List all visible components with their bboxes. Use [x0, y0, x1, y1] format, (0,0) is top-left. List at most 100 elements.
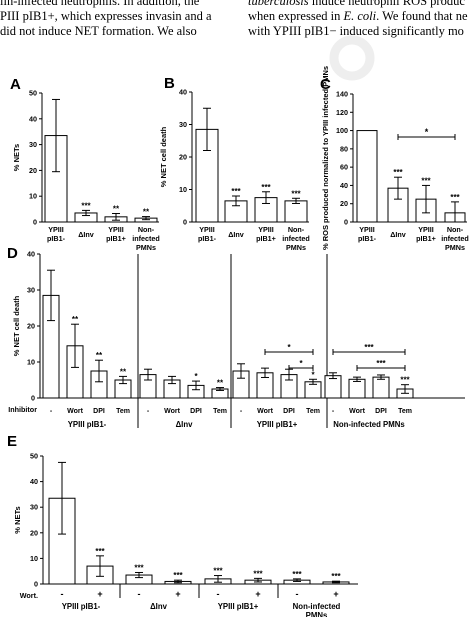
y-tick-label: 100	[336, 126, 348, 135]
y-tick-label: 40	[29, 114, 37, 123]
inhibitor-label: Wort	[257, 408, 273, 415]
category-label: infected	[282, 234, 310, 243]
category-label: Non-	[447, 225, 464, 234]
treatment-label: +	[333, 589, 338, 599]
category-label: pIB1-	[198, 234, 217, 243]
category-label: PMNs	[136, 243, 156, 252]
significance-label: ***	[261, 183, 271, 192]
significance-label: ***	[134, 563, 144, 572]
body-text-line: PIII pIB1+, which expresses invasin and …	[0, 9, 212, 23]
significance-label: **	[143, 208, 150, 217]
y-tick-label: 40	[27, 250, 35, 259]
y-axis-label: % NET cell death	[12, 295, 21, 356]
category-label: pIB1-	[47, 234, 66, 243]
inhibitor-label: Tem	[306, 408, 320, 415]
inhibitor-label: Wort	[164, 408, 180, 415]
category-label: infected	[132, 234, 160, 243]
y-tick-label: 30	[30, 503, 38, 512]
y-axis-label: % NETs	[12, 144, 21, 171]
inhibitor-label: -	[50, 408, 53, 415]
inhibitor-label: DPI	[375, 408, 387, 415]
category-label: pIB1-	[358, 234, 377, 243]
inhibitor-label: DPI	[93, 408, 105, 415]
y-tick-label: 20	[340, 199, 348, 208]
y-axis-label: % NET cell death	[159, 126, 168, 187]
y-tick-label: 50	[29, 89, 37, 98]
body-text-line: when expressed in E. coli. We found that…	[248, 9, 468, 24]
bracket-label: *	[287, 343, 291, 352]
category-label: pIB1+	[256, 234, 276, 243]
bar	[356, 130, 378, 223]
y-tick-label: 0	[344, 218, 348, 227]
body-text-line: lin-infected neutrophils. In addition, t…	[0, 0, 200, 8]
category-label: YPIII	[199, 225, 215, 234]
significance-label: ***	[291, 189, 301, 198]
panel-label: B	[164, 75, 175, 92]
y-tick-label: 140	[336, 90, 348, 99]
watermark	[329, 35, 375, 81]
y-tick-label: 20	[27, 322, 35, 331]
bar	[348, 378, 366, 399]
y-tick-label: 0	[31, 394, 35, 403]
y-tick-label: 120	[336, 108, 348, 117]
bar	[372, 376, 390, 399]
category-label: YPIII	[359, 225, 375, 234]
significance-label: ***	[421, 176, 431, 185]
y-tick-label: 10	[30, 554, 38, 563]
category-label: Non-	[288, 225, 305, 234]
body-text-run: induce neutrophil ROS produc	[308, 0, 465, 8]
category-label: pIB1+	[416, 234, 436, 243]
significance-label: *	[194, 372, 198, 381]
category-label: YPIII	[108, 225, 124, 234]
category-label: YPIII	[48, 225, 64, 234]
treatment-label: +	[175, 589, 180, 599]
treatment-label: -	[217, 589, 220, 599]
y-tick-label: 30	[179, 120, 187, 129]
significance-label: ***	[331, 572, 341, 581]
category-label: YPIII	[418, 225, 434, 234]
inhibitor-label: Tem	[398, 408, 412, 415]
category-label: Non-	[138, 225, 155, 234]
inhibitor-label: -	[332, 408, 335, 415]
inhibitor-label: -	[240, 408, 243, 415]
y-tick-label: 0	[33, 218, 37, 227]
y-tick-label: 40	[30, 477, 38, 486]
body-text-line: tuberculosis induce neutrophil ROS produ…	[248, 0, 468, 9]
category-label: PMNs	[286, 243, 306, 252]
bracket-label: ***	[376, 359, 386, 368]
body-text-run: . We found that ne	[376, 9, 468, 23]
category-label: ΔInv	[390, 230, 406, 239]
significance-label: ***	[95, 547, 105, 556]
group-label: Non-infected PMNs	[333, 420, 405, 429]
significance-label: ***	[231, 187, 241, 196]
inhibitor-label: Wort	[349, 408, 365, 415]
body-text-right: tuberculosis induce neutrophil ROS produ…	[248, 0, 468, 39]
y-tick-label: 20	[30, 528, 38, 537]
category-label: ΔInv	[78, 230, 94, 239]
y-tick-label: 80	[340, 144, 348, 153]
significance-label: ***	[292, 570, 302, 579]
y-tick-label: 20	[179, 153, 187, 162]
y-tick-label: 10	[27, 358, 35, 367]
group-label: ΔInv	[176, 420, 194, 429]
significance-label: ***	[400, 376, 410, 385]
significance-label: ***	[81, 201, 91, 210]
treatment-label: +	[97, 589, 102, 599]
significance-label: **	[96, 351, 103, 360]
category-label: pIB1+	[106, 234, 126, 243]
bracket-label: ***	[364, 343, 374, 352]
significance-label: **	[113, 204, 120, 213]
y-tick-label: 50	[30, 452, 38, 461]
inhibitor-label: -	[147, 408, 150, 415]
y-tick-label: 20	[29, 166, 37, 175]
body-text-run: tuberculosis	[248, 0, 309, 8]
body-text-run: with YPIII pIB1− induced significantly m…	[248, 24, 464, 38]
y-tick-label: 0	[34, 580, 38, 589]
group-label: YPIII pIB1-	[68, 420, 107, 429]
category-label: ΔInv	[228, 230, 244, 239]
group-label: Non-infected	[293, 602, 341, 611]
significance-label: ***	[450, 193, 460, 202]
y-axis-label: % ROS produced normalized to YPIII infec…	[321, 66, 330, 250]
significance-label: ***	[173, 571, 183, 580]
significance-label: ***	[393, 168, 403, 177]
